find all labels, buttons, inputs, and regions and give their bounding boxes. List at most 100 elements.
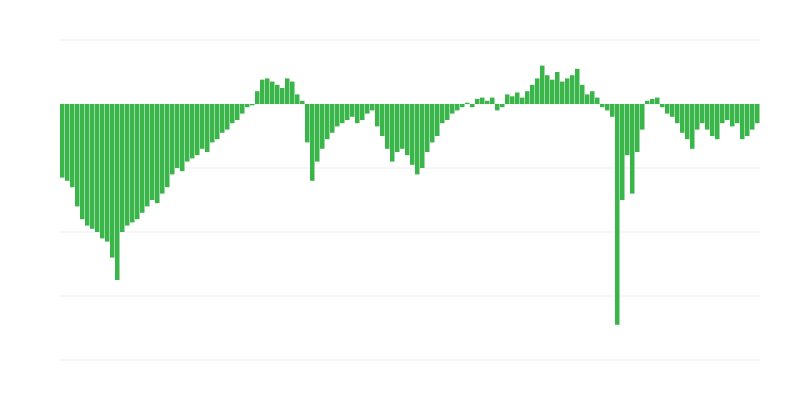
- bar: [485, 100, 490, 104]
- bar: [350, 104, 355, 117]
- bar: [265, 78, 270, 104]
- bar: [145, 104, 150, 207]
- bar: [740, 104, 745, 140]
- bar: [675, 104, 680, 124]
- bar: [240, 104, 245, 114]
- bar: [230, 104, 235, 124]
- bar: [505, 94, 510, 104]
- bar: [155, 104, 160, 204]
- bar: [380, 104, 385, 136]
- bar: [325, 104, 330, 140]
- bar: [180, 104, 185, 172]
- bar: [225, 104, 230, 130]
- bar: [220, 104, 225, 133]
- bar: [635, 104, 640, 152]
- bar: [625, 104, 630, 156]
- bar: [615, 104, 620, 325]
- bar: [385, 104, 390, 149]
- bar: [105, 104, 110, 242]
- bar: [275, 84, 280, 104]
- bar: [165, 104, 170, 188]
- bar: [85, 104, 90, 226]
- bar: [375, 104, 380, 127]
- bar: [690, 104, 695, 149]
- bar: [255, 91, 260, 104]
- bar: [720, 104, 725, 124]
- bar: [435, 104, 440, 136]
- bar: [585, 94, 590, 104]
- bar: [715, 104, 720, 140]
- bar: [235, 104, 240, 120]
- bar: [655, 97, 660, 104]
- bar: [290, 81, 295, 104]
- bar: [570, 75, 575, 104]
- bar: [250, 104, 255, 106]
- bar: [545, 75, 550, 104]
- bar: [80, 104, 85, 220]
- bar: [110, 104, 115, 258]
- bar: [365, 104, 370, 114]
- bar: [190, 104, 195, 159]
- bar: [450, 104, 455, 114]
- bar: [525, 91, 530, 104]
- bar: [260, 79, 265, 104]
- bar: [540, 65, 545, 104]
- bar: [745, 104, 750, 136]
- bar: [610, 104, 615, 117]
- bar: [695, 104, 700, 130]
- bar: [680, 104, 685, 133]
- bar: [320, 104, 325, 149]
- bar: [100, 104, 105, 239]
- bar: [115, 104, 120, 280]
- bar: [130, 104, 135, 223]
- bar: [555, 72, 560, 104]
- bar: [515, 92, 520, 104]
- bar: [90, 104, 95, 229]
- bar: [710, 104, 715, 136]
- bar: [460, 104, 465, 108]
- bar: [405, 104, 410, 156]
- bar: [630, 104, 635, 194]
- bar: [60, 104, 65, 178]
- bar: [335, 104, 340, 127]
- bar: [75, 104, 80, 207]
- bar: [140, 104, 145, 213]
- bar: [495, 104, 500, 111]
- bar: [410, 104, 415, 165]
- bar: [415, 104, 420, 175]
- bar: [755, 104, 760, 124]
- bar: [665, 104, 670, 114]
- bar: [590, 91, 595, 104]
- bar: [95, 104, 100, 232]
- bar: [645, 100, 650, 104]
- bar: [195, 104, 200, 156]
- bar: [345, 104, 350, 120]
- bar: [730, 104, 735, 127]
- bar: [560, 81, 565, 104]
- bar: [480, 97, 485, 104]
- bar: [160, 104, 165, 194]
- bar: [620, 104, 625, 200]
- bar: [500, 104, 505, 108]
- bar: [295, 94, 300, 104]
- bar: [605, 104, 610, 111]
- bar: [310, 104, 315, 181]
- bar: [135, 104, 140, 220]
- bar: [65, 104, 70, 181]
- bar: [150, 104, 155, 200]
- bar: [355, 104, 360, 124]
- bar: [550, 79, 555, 104]
- bar: [580, 84, 585, 104]
- bar: [425, 104, 430, 152]
- bar: [700, 104, 705, 124]
- bar: [400, 104, 405, 149]
- bar: [185, 104, 190, 162]
- bar: [390, 104, 395, 162]
- bar: [565, 78, 570, 104]
- bar: [640, 104, 645, 130]
- bar: [535, 78, 540, 104]
- bar: [445, 104, 450, 120]
- bar: [705, 104, 710, 130]
- bar: [490, 97, 495, 104]
- bar: [245, 104, 250, 108]
